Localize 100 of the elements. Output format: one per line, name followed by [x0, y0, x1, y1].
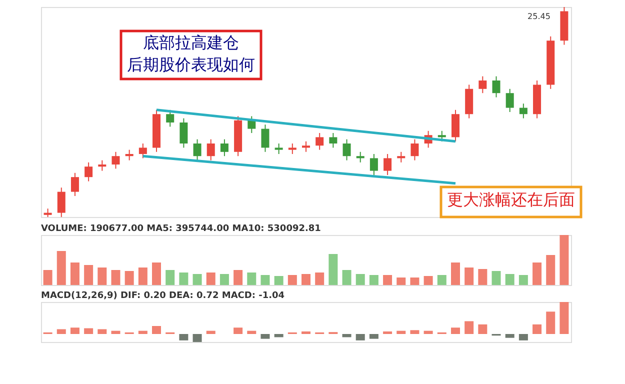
bar — [424, 330, 433, 334]
candlestick — [519, 103, 528, 119]
bar — [505, 274, 514, 285]
annotation: 后期股价表现如何 — [127, 55, 255, 74]
bar — [56, 251, 66, 285]
bar — [260, 275, 270, 285]
bar — [369, 334, 378, 339]
bar — [342, 334, 352, 338]
bar — [247, 330, 256, 334]
bar — [206, 330, 216, 334]
bar — [70, 262, 80, 285]
bar — [152, 326, 162, 334]
candlestick — [410, 138, 419, 161]
candlestick — [438, 130, 446, 142]
candlestick — [70, 172, 79, 196]
bar — [70, 328, 80, 334]
candlestick — [329, 132, 338, 148]
bar — [437, 275, 446, 285]
bar — [396, 278, 406, 285]
candlestick — [384, 154, 392, 176]
candlestick — [180, 118, 188, 148]
bar — [369, 275, 378, 285]
bar — [450, 328, 460, 334]
bar — [234, 328, 243, 334]
bar — [505, 334, 514, 338]
bar — [518, 334, 528, 340]
candlestick — [138, 143, 147, 159]
bar — [98, 268, 107, 285]
bar — [152, 262, 162, 285]
bar — [396, 330, 406, 334]
annotation: 25.45 — [528, 12, 550, 21]
bar — [478, 324, 488, 334]
bar — [328, 254, 338, 285]
candlestick — [261, 124, 270, 152]
bar — [560, 302, 569, 334]
bar — [356, 274, 365, 285]
bar — [247, 272, 256, 285]
bar — [383, 331, 392, 334]
candlestick — [220, 138, 228, 157]
bar — [492, 271, 501, 285]
candlestick — [478, 76, 487, 94]
bar — [260, 334, 270, 339]
annotation: 更大涨幅还在后面 — [447, 190, 575, 209]
candlestick — [193, 138, 202, 161]
bar — [560, 235, 569, 285]
bar — [111, 330, 120, 334]
bar — [288, 275, 297, 285]
candlestick — [206, 138, 215, 161]
bar — [138, 330, 148, 334]
candlestick — [356, 151, 364, 163]
bar — [302, 331, 310, 334]
bar — [84, 328, 94, 334]
chart-title: MACD(12,26,9) DIF: 0.20 DEA: 0.72 MACD: -1.04 — [41, 291, 285, 301]
bar — [532, 262, 542, 285]
bar — [356, 334, 365, 340]
candlestick — [316, 132, 324, 150]
annotation: 底部拉高建仓 — [143, 33, 239, 52]
bar — [179, 272, 188, 285]
candlestick — [451, 109, 460, 142]
bar — [274, 334, 284, 338]
bar — [302, 274, 310, 285]
candlestick — [506, 88, 514, 112]
bar — [478, 269, 488, 285]
bar — [532, 324, 542, 334]
bar — [464, 268, 474, 285]
bar — [546, 255, 556, 285]
bar — [234, 270, 243, 285]
bar — [166, 270, 175, 285]
bar — [138, 268, 148, 285]
bar — [111, 270, 120, 285]
candlestick — [98, 160, 106, 172]
candlestick — [84, 162, 93, 182]
candlestick — [57, 187, 66, 218]
bar — [124, 271, 134, 285]
bar — [192, 274, 202, 285]
candlestick — [397, 151, 406, 163]
bar — [56, 329, 66, 334]
bar — [43, 270, 52, 285]
candlestick — [248, 116, 256, 134]
bar — [84, 265, 94, 285]
bar — [315, 272, 324, 285]
candlestick — [370, 154, 378, 176]
bar — [518, 275, 528, 285]
candlestick — [302, 140, 310, 152]
chart-title: VOLUME: 190677.00 MA5: 395744.00 MA10: 530092.81 — [41, 224, 321, 234]
candlestick — [288, 143, 296, 154]
candlestick — [274, 143, 283, 154]
candlestick — [125, 149, 134, 161]
candlestick — [492, 76, 500, 98]
bar — [342, 270, 352, 285]
bar — [179, 334, 188, 340]
bar — [192, 334, 202, 342]
candlestick — [112, 151, 120, 170]
bar — [98, 329, 107, 334]
bar — [410, 278, 420, 285]
bar — [410, 330, 420, 334]
bar — [220, 274, 229, 285]
bar — [424, 276, 433, 285]
bar — [206, 272, 216, 285]
bar — [274, 276, 284, 285]
